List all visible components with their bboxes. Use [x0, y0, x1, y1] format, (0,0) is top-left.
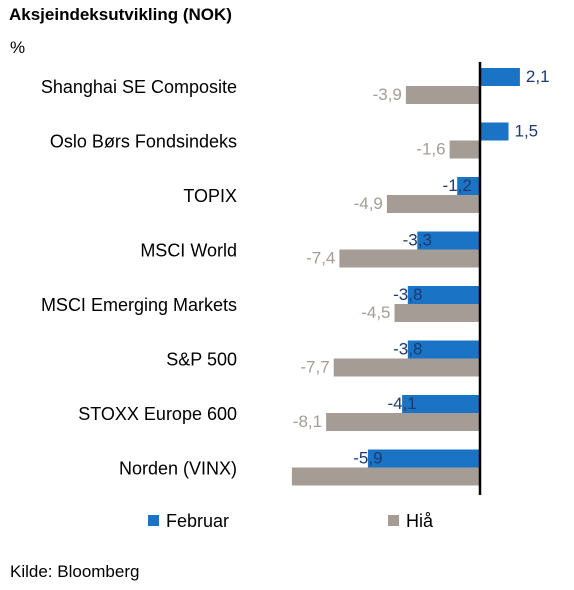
value-label-hia: -4,5	[361, 303, 390, 322]
legend-item-hia: Hiå	[388, 511, 434, 531]
category-label: MSCI World	[140, 241, 237, 261]
category-label: Oslo Børs Fondsindeks	[50, 132, 237, 152]
value-label-februar: 2,1	[526, 67, 550, 86]
bar-februar	[480, 68, 520, 86]
value-label-hia: -4,9	[354, 194, 383, 213]
value-label-hia: -7,4	[306, 249, 335, 268]
bar-februar	[367, 449, 480, 468]
bar-februar	[417, 231, 480, 250]
value-label-februar: -3,3	[403, 231, 432, 250]
value-labels: 2,1 -3,9 1,5 -1,6 -1,2 -4,9 -3,3 -7,4 -3,8-4,5-3…	[293, 67, 550, 468]
bar-februar	[457, 177, 480, 195]
bars	[291, 68, 520, 486]
bar-hia	[291, 467, 480, 486]
legend-swatch	[148, 515, 159, 526]
legend-label: Hiå	[406, 511, 434, 531]
value-label-februar: -5,9	[353, 449, 382, 468]
chart-title: Aksjeindeksutvikling (NOK)	[9, 5, 232, 24]
category-label: S&P 500	[166, 350, 237, 370]
value-label-hia: -3,9	[373, 85, 402, 104]
category-label: Norden (VINX)	[119, 459, 237, 479]
bar-februar	[402, 395, 480, 413]
unit-label: %	[10, 38, 26, 57]
category-label: TOPIX	[183, 186, 237, 206]
category-label: MSCI Emerging Markets	[41, 295, 237, 315]
bar-hia	[449, 140, 480, 159]
value-label-hia: -1,6	[416, 140, 445, 159]
bar-februar	[407, 340, 480, 359]
category-label: Shanghai SE Composite	[41, 77, 237, 97]
legend-label: Februar	[166, 511, 229, 531]
bar-hia	[339, 249, 480, 268]
category-labels: Shanghai SE Composite Oslo Børs Fondsinde…	[41, 77, 237, 479]
legend-item-februar: Februar	[148, 511, 229, 531]
legend-swatch	[388, 515, 399, 526]
bar-februar	[480, 122, 509, 141]
value-label-februar: -1,2	[443, 176, 472, 195]
value-label-februar: 1,5	[515, 122, 539, 141]
category-label: STOXX Europe 600	[78, 404, 237, 424]
source-note: Kilde: Bloomberg	[10, 562, 140, 581]
value-label-hia: -8,1	[293, 412, 322, 431]
bar-hia	[405, 86, 480, 104]
bar-hia	[386, 195, 480, 213]
value-label-hia: -7,7	[300, 358, 329, 377]
bar-hia	[333, 358, 480, 377]
bar-februar	[407, 286, 480, 304]
legend: Februar Hiå	[148, 511, 434, 531]
value-label-februar: -3,8	[393, 285, 422, 304]
value-label-februar: -3,8	[393, 340, 422, 359]
value-label-februar: -4,1	[387, 394, 416, 413]
bar-hia	[394, 304, 480, 322]
bar-hia	[326, 413, 480, 431]
